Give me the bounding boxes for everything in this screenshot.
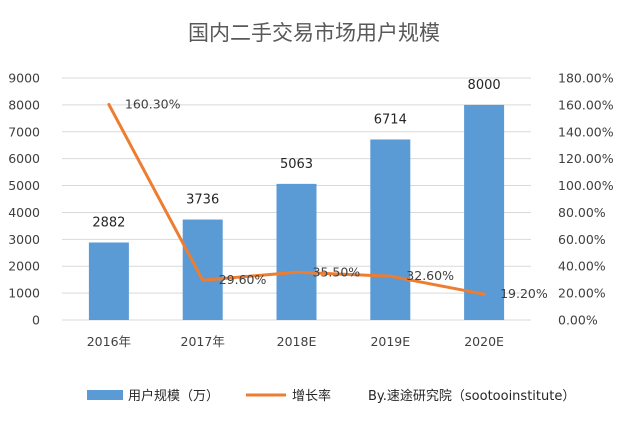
bar — [464, 104, 505, 320]
legend-bar-swatch — [87, 390, 123, 400]
growth-rate-point — [295, 270, 298, 274]
left-axis-tick-label: 1000 — [8, 286, 40, 301]
left-axis-tick-label: 4000 — [8, 205, 40, 220]
right-axis-tick-label: 120.00% — [558, 151, 614, 166]
chart-title: 国内二手交易市场用户规模 — [188, 21, 440, 45]
growth-rate-label: 160.30% — [125, 96, 181, 111]
bar — [370, 139, 411, 320]
left-axis-tick-label: 6000 — [8, 151, 40, 166]
left-y-axis: 0 1000 2000 3000 4000 5000 6000 7000 8000 9000 — [8, 71, 40, 328]
bar-data-labels: 2882 3736 5063 6714 8000 — [92, 78, 500, 231]
right-axis-tick-label: 40.00% — [558, 259, 606, 274]
left-axis-tick-label: 9000 — [8, 71, 40, 86]
bar — [88, 242, 129, 320]
x-axis-category-label: 2016年 — [87, 334, 131, 349]
bar-value-label: 5063 — [280, 157, 313, 172]
x-axis-category-label: 2018E — [277, 334, 317, 349]
source-note: By.速途研究院（sootooinstitute） — [368, 388, 575, 404]
bar-value-label: 3736 — [186, 193, 219, 208]
right-y-axis: 0.00% 20.00% 40.00% 60.00% 80.00% 100.00% 120.… — [558, 71, 614, 328]
left-axis-tick-label: 3000 — [8, 232, 40, 247]
bar — [182, 219, 223, 320]
right-axis-tick-label: 20.00% — [558, 286, 606, 301]
growth-rate-point — [482, 292, 486, 296]
right-axis-tick-label: 80.00% — [558, 205, 606, 220]
left-axis-tick-label: 0 — [32, 313, 40, 328]
legend-bar-label: 用户规模（万） — [128, 388, 219, 404]
growth-rate-label: 32.60% — [406, 268, 454, 283]
x-axis-category-label: 2019E — [370, 334, 410, 349]
legend: 用户规模（万） 增长率 By.速途研究院（sootooinstitute） — [87, 388, 575, 404]
line-data-labels: 160.30% 29.60% 35.50% 32.60% 19.20% — [125, 96, 548, 301]
right-axis-tick-label: 140.00% — [558, 124, 614, 139]
right-axis-tick-label: 60.00% — [558, 232, 606, 247]
right-axis-tick-label: 160.00% — [558, 97, 614, 112]
x-axis-category-label: 2020E — [464, 334, 504, 349]
bar-value-label: 8000 — [468, 78, 501, 93]
legend-line-label: 增长率 — [292, 388, 331, 404]
right-axis-tick-label: 100.00% — [558, 178, 614, 193]
bar-value-label: 2882 — [92, 216, 125, 231]
x-axis: 2016年 2017年 2018E 2019E 2020E — [87, 334, 504, 349]
left-axis-tick-label: 5000 — [8, 178, 40, 193]
bar-series — [88, 104, 505, 320]
growth-rate-point — [107, 102, 111, 106]
growth-rate-label: 29.60% — [219, 272, 267, 287]
bar — [276, 183, 317, 320]
x-axis-category-label: 2017年 — [181, 334, 225, 349]
growth-rate-label: 19.20% — [500, 286, 548, 301]
growth-rate-label: 35.50% — [313, 264, 361, 279]
right-axis-tick-label: 0.00% — [558, 313, 598, 328]
left-axis-tick-label: 2000 — [8, 259, 40, 274]
growth-rate-point — [388, 274, 392, 278]
left-axis-tick-label: 8000 — [8, 97, 40, 112]
right-axis-tick-label: 180.00% — [558, 71, 614, 86]
growth-rate-point — [201, 278, 205, 282]
bar-value-label: 6714 — [374, 112, 407, 127]
growth-line-series — [107, 102, 486, 296]
left-axis-tick-label: 7000 — [8, 124, 40, 139]
